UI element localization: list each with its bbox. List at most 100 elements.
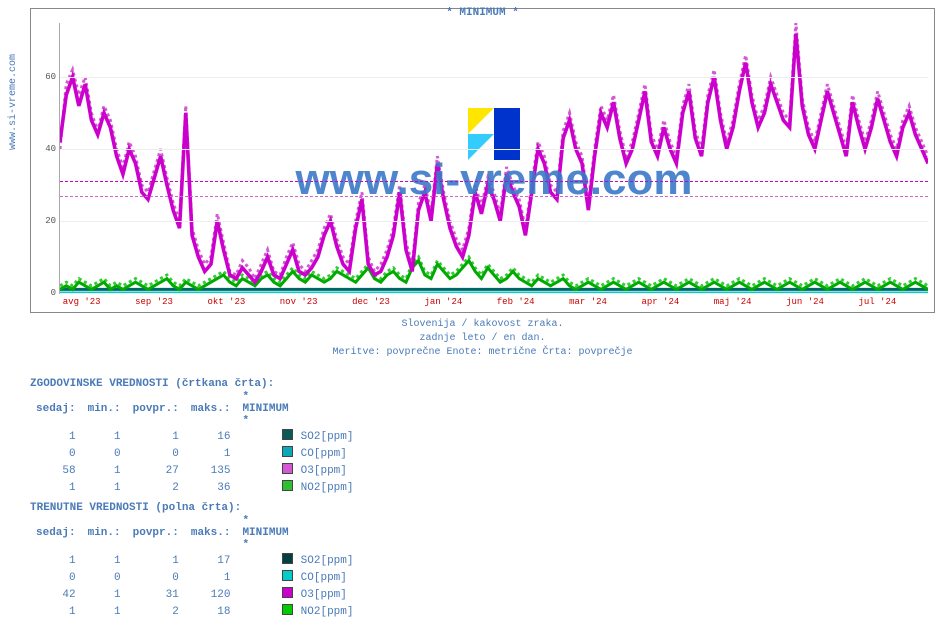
swatch-cell	[236, 586, 294, 603]
y-tick-label: 0	[36, 288, 56, 298]
x-tick-label: sep '23	[135, 297, 173, 307]
table-cell: 58	[30, 462, 82, 479]
x-tick-label: maj '24	[714, 297, 752, 307]
chart-svg	[60, 23, 928, 293]
gridline	[60, 149, 928, 150]
table-header: min.:	[82, 514, 127, 552]
x-tick-label: mar '24	[569, 297, 607, 307]
color-swatch	[282, 446, 293, 457]
x-tick-label: feb '24	[497, 297, 535, 307]
table-cell: 16	[185, 428, 237, 445]
table-cell: 31	[127, 586, 185, 603]
table-header: sedaj:	[30, 514, 82, 552]
color-swatch	[282, 429, 293, 440]
table-header: maks.:	[185, 390, 237, 428]
table-cell: 1	[30, 479, 82, 496]
series-label: NO2[ppm]	[295, 603, 360, 620]
cur-table-title: TRENUTNE VREDNOSTI (polna črta):	[30, 502, 935, 514]
x-tick-label: nov '23	[280, 297, 318, 307]
table-row: 42131120O3[ppm]	[30, 586, 359, 603]
table-header: povpr.:	[127, 390, 185, 428]
hist-table: sedaj:min.:povpr.:maks.:* MINIMUM *11116…	[30, 390, 359, 496]
chart-caption: Slovenija / kakovost zraka. zadnje leto …	[30, 318, 935, 360]
x-tick-label: avg '23	[63, 297, 101, 307]
table-cell: 1	[30, 603, 82, 620]
chart-title: * MINIMUM *	[31, 7, 934, 19]
x-tick-label: jan '24	[424, 297, 462, 307]
data-tables: ZGODOVINSKE VREDNOSTI (črtkana črta): se…	[30, 372, 935, 620]
swatch-cell	[236, 462, 294, 479]
table-cell: 1	[82, 552, 127, 569]
color-swatch	[282, 480, 293, 491]
chart-container: * MINIMUM * www.si-vreme.com 0204060avg …	[30, 8, 935, 313]
gridline	[60, 293, 928, 294]
chart-series	[60, 261, 928, 290]
table-cell: 1	[82, 479, 127, 496]
source-label: www.si-vreme.com	[8, 54, 19, 150]
color-swatch	[282, 587, 293, 598]
table-header: * MINIMUM *	[236, 390, 294, 428]
gridline	[60, 77, 928, 78]
caption-line-1: Slovenija / kakovost zraka.	[401, 319, 563, 330]
table-cell: 1	[82, 462, 127, 479]
table-cell: 0	[82, 445, 127, 462]
gridline	[60, 221, 928, 222]
swatch-cell	[236, 445, 294, 462]
table-header: sedaj:	[30, 390, 82, 428]
swatch-cell	[236, 603, 294, 620]
x-tick-label: dec '23	[352, 297, 390, 307]
table-row: 58127135 O3[ppm]	[30, 462, 359, 479]
table-cell: 2	[127, 479, 185, 496]
chart-series	[60, 34, 928, 282]
table-header: * MINIMUM *	[236, 514, 294, 552]
caption-line-3: Meritve: povprečne Enote: metrične Črta:…	[332, 347, 632, 358]
table-cell: 135	[185, 462, 237, 479]
series-label: SO2[ppm]	[295, 552, 360, 569]
cur-table: sedaj:min.:povpr.:maks.:* MINIMUM *11117…	[30, 514, 359, 620]
y-tick-label: 60	[36, 72, 56, 82]
table-cell: 1	[82, 586, 127, 603]
table-cell: 36	[185, 479, 237, 496]
table-row: 11236NO2[ppm]	[30, 479, 359, 496]
table-row: 11117SO2[ppm]	[30, 552, 359, 569]
table-cell: 120	[185, 586, 237, 603]
y-tick-label: 20	[36, 216, 56, 226]
table-header: min.:	[82, 390, 127, 428]
table-row: 0001CO[ppm]	[30, 445, 359, 462]
series-label: O3[ppm]	[295, 586, 360, 603]
table-cell: 17	[185, 552, 237, 569]
series-label: O3[ppm]	[295, 462, 360, 479]
reference-line	[60, 181, 928, 182]
color-swatch	[282, 604, 293, 615]
swatch-cell	[236, 552, 294, 569]
table-cell: 0	[127, 445, 185, 462]
x-tick-label: jun '24	[786, 297, 824, 307]
table-cell: 18	[185, 603, 237, 620]
reference-line	[60, 196, 928, 197]
table-header: maks.:	[185, 514, 237, 552]
caption-line-2: zadnje leto / en dan.	[419, 333, 545, 344]
color-swatch	[282, 553, 293, 564]
table-header: povpr.:	[127, 514, 185, 552]
table-cell: 1	[127, 428, 185, 445]
x-tick-label: jul '24	[858, 297, 896, 307]
series-label: NO2[ppm]	[295, 479, 360, 496]
table-cell: 27	[127, 462, 185, 479]
hist-table-title: ZGODOVINSKE VREDNOSTI (črtkana črta):	[30, 378, 935, 390]
table-cell: 1	[82, 428, 127, 445]
table-cell: 1	[185, 445, 237, 462]
series-label: SO2[ppm]	[295, 428, 360, 445]
table-cell: 1	[82, 603, 127, 620]
swatch-cell	[236, 428, 294, 445]
table-row: 11116SO2[ppm]	[30, 428, 359, 445]
table-cell: 1	[30, 552, 82, 569]
table-cell: 1	[30, 428, 82, 445]
x-tick-label: okt '23	[207, 297, 245, 307]
swatch-cell	[236, 479, 294, 496]
table-cell: 1	[127, 552, 185, 569]
table-cell: 2	[127, 603, 185, 620]
series-label: CO[ppm]	[295, 445, 360, 462]
table-cell: 0	[30, 445, 82, 462]
table-row: 11218NO2[ppm]	[30, 603, 359, 620]
plot-area: www.si-vreme.com 0204060avg '23sep '23ok…	[59, 23, 928, 294]
